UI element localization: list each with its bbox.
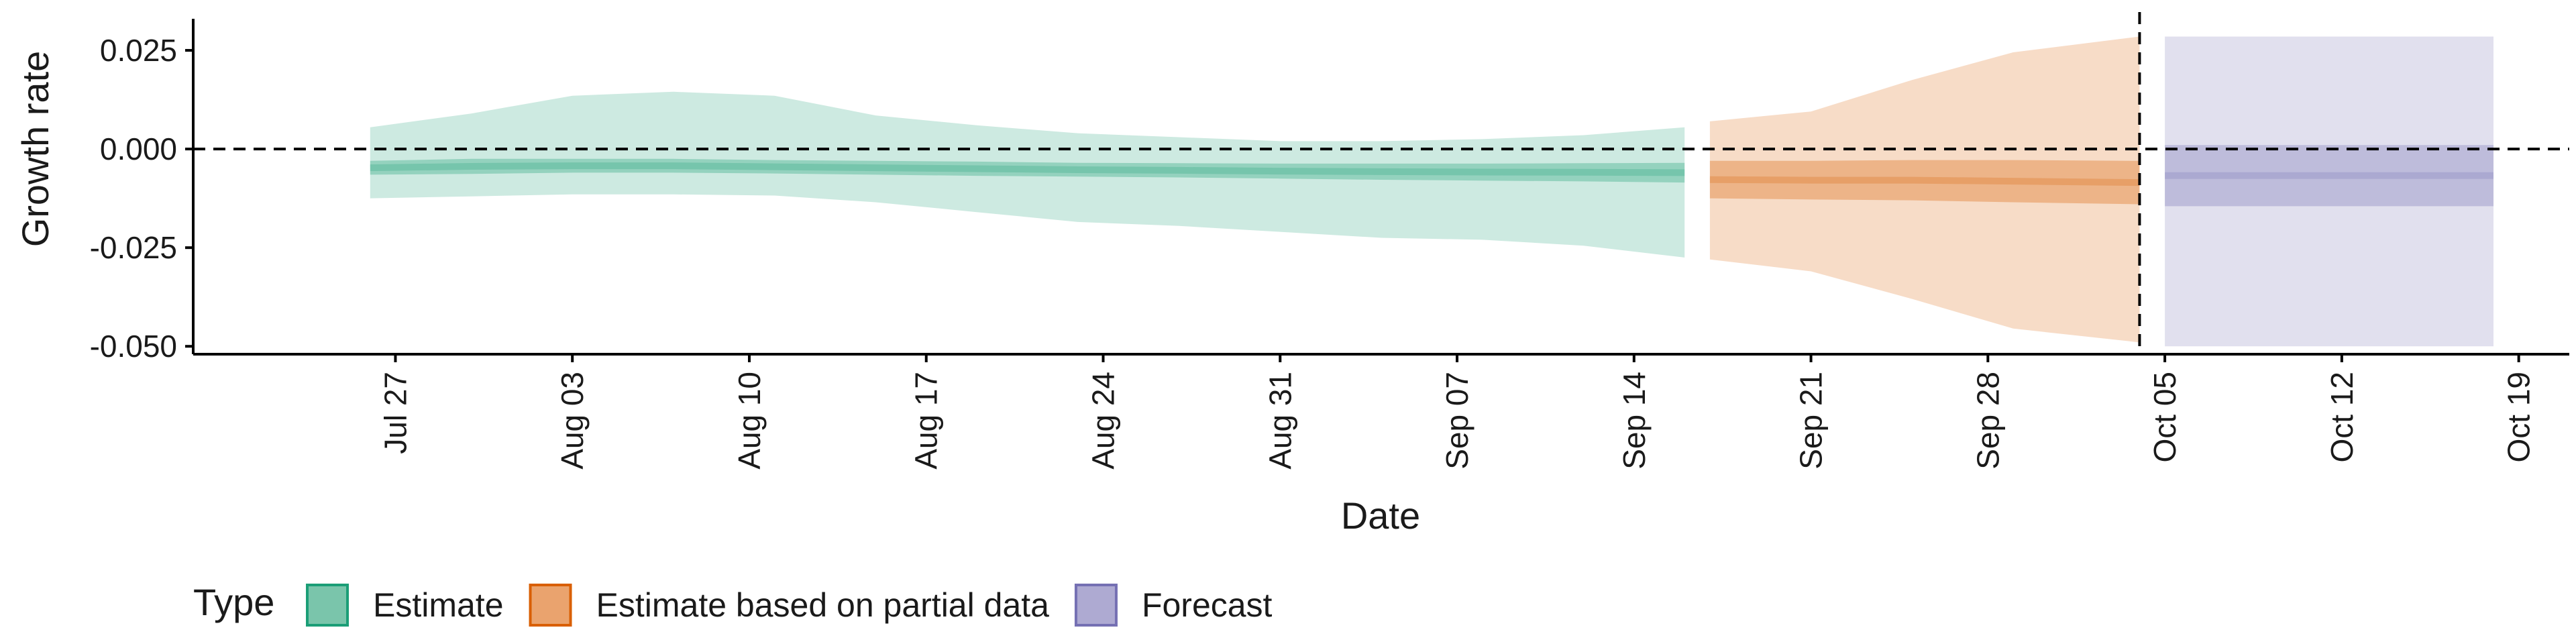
- y-tick-label: 0.000: [100, 131, 177, 166]
- legend-label-forecast: Forecast: [1142, 586, 1273, 624]
- legend-swatch-forecast: [1074, 584, 1118, 627]
- forecast-outer-band: [2165, 36, 2493, 347]
- series-estimate-based-on-partial-data: [1709, 36, 2140, 343]
- axes: 0.025 0.000 -0.025 -0.050 Jul 27 Aug 03 Aug 10…: [90, 19, 2569, 470]
- legend: Type Estimate Estimate based on partial d…: [193, 581, 1273, 627]
- forecast-inner-band: [2165, 145, 2493, 207]
- legend-label-estimate: Estimate: [373, 586, 504, 624]
- x-axis-title: Date: [1341, 494, 1420, 537]
- x-tick-label: Jul 27: [378, 372, 413, 454]
- y-tick-label: -0.050: [90, 329, 177, 364]
- estimate-based-on-partial-data-inner-band: [1709, 160, 2140, 205]
- x-tick-label: Aug 03: [555, 372, 590, 470]
- x-tick-label: Oct 05: [2147, 372, 2182, 463]
- legend-swatch-estimate: [306, 584, 349, 627]
- x-tick-label: Sep 28: [1970, 372, 2005, 470]
- legend-label-estimate-based-on-partial-data: Estimate based on partial data: [596, 586, 1050, 624]
- estimate-outer-band: [370, 91, 1685, 258]
- y-axis-title: Growth rate: [14, 51, 56, 248]
- series-forecast: [2165, 36, 2493, 347]
- legend-swatch-estimate-based-on-partial-data: [529, 584, 572, 627]
- y-tick-label: -0.025: [90, 230, 177, 265]
- estimate-based-on-partial-data-median-line: [1709, 176, 2140, 186]
- x-tick-label: Oct 12: [2324, 372, 2359, 463]
- estimate-inner-band: [370, 158, 1685, 183]
- estimate-based-on-partial-data-outer-band: [1709, 36, 2140, 343]
- legend-title: Type: [193, 581, 274, 623]
- x-tick-label: Sep 14: [1617, 372, 1652, 470]
- plot-area: [193, 12, 2569, 354]
- x-tick-label: Aug 31: [1263, 372, 1297, 470]
- estimate-median-line: [370, 162, 1685, 176]
- x-tick-label: Aug 10: [732, 372, 767, 470]
- x-tick-label: Aug 17: [909, 372, 944, 470]
- x-tick-label: Aug 24: [1086, 372, 1121, 470]
- x-tick-label: Sep 07: [1440, 372, 1474, 470]
- x-tick-label: Sep 21: [1794, 372, 1829, 470]
- x-tick-label: Oct 19: [2502, 372, 2536, 463]
- y-tick-label: 0.025: [100, 33, 177, 68]
- series-estimate: [370, 91, 1685, 258]
